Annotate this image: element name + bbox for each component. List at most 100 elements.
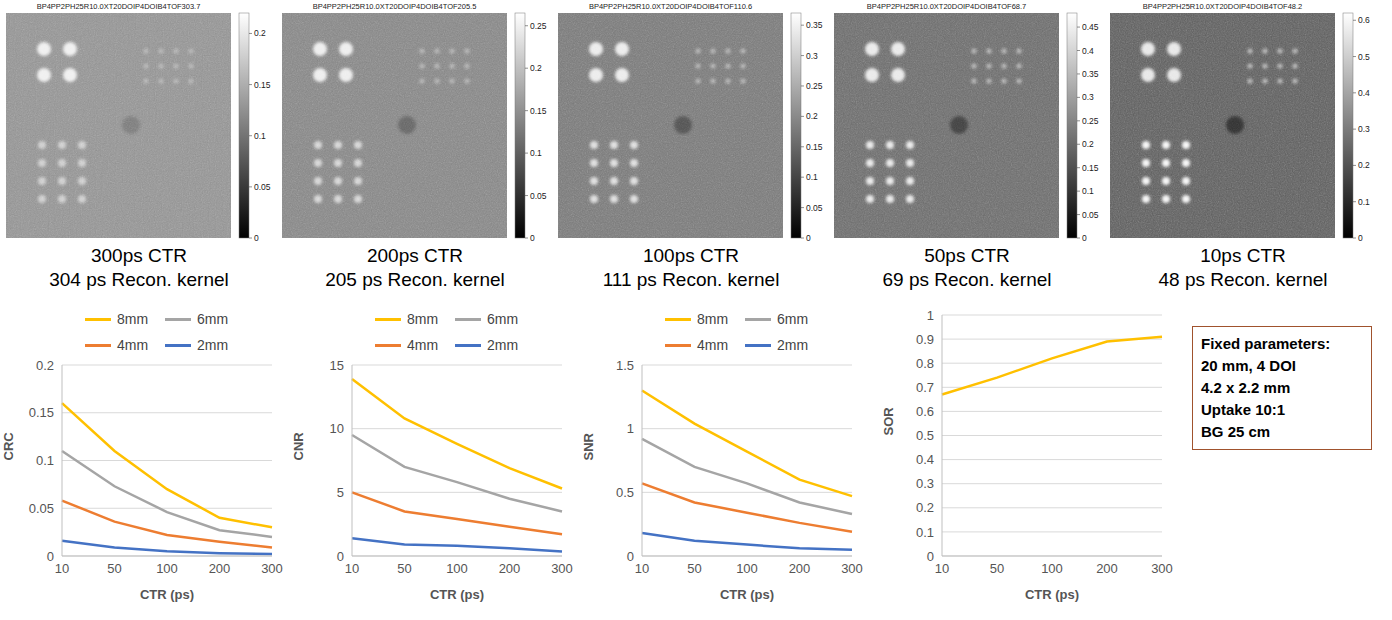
svg-text:0.35: 0.35 — [806, 20, 823, 30]
svg-text:0: 0 — [337, 549, 344, 564]
svg-text:10: 10 — [635, 561, 649, 576]
svg-text:200: 200 — [209, 561, 231, 576]
svg-text:CTR (ps): CTR (ps) — [1025, 587, 1079, 602]
svg-text:0.3: 0.3 — [916, 476, 934, 491]
svg-text:1: 1 — [927, 308, 934, 323]
svg-text:0.4: 0.4 — [916, 452, 934, 467]
svg-text:0.35: 0.35 — [1082, 69, 1099, 79]
html-text:205 ps Recon. kernel: 205 ps Recon. kernel — [325, 269, 505, 290]
svg-text:200: 200 — [499, 561, 521, 576]
svg-text:0: 0 — [530, 233, 535, 242]
svg-text:0.7: 0.7 — [916, 380, 934, 395]
svg-text:0.9: 0.9 — [916, 332, 934, 347]
svg-text:10: 10 — [935, 561, 949, 576]
svg-text:0.5: 0.5 — [616, 485, 634, 500]
svg-text:0.1: 0.1 — [806, 172, 818, 182]
html-text:111 ps Recon. kernel: 111 ps Recon. kernel — [602, 269, 780, 290]
svg-text:0.15: 0.15 — [254, 80, 271, 90]
svg-text:100: 100 — [1041, 561, 1063, 576]
svg-text:200: 200 — [789, 561, 811, 576]
svg-text:0.15: 0.15 — [1082, 163, 1099, 173]
svg-text:0.25: 0.25 — [806, 81, 823, 91]
svg-text:0.2: 0.2 — [806, 111, 818, 121]
svg-text:50: 50 — [397, 561, 411, 576]
svg-text:BP4PP2PH25R10.0XT20DOIP4DOIB4T: BP4PP2PH25R10.0XT20DOIP4DOIB4TOF68.7 — [867, 2, 1027, 11]
svg-text:0.05: 0.05 — [530, 191, 547, 201]
html-text:50ps CTR: 50ps CTR — [924, 245, 1010, 266]
svg-text:SOR: SOR — [881, 407, 896, 436]
svg-text:0.15: 0.15 — [29, 405, 54, 420]
svg-text:300: 300 — [841, 561, 863, 576]
html-text:100ps CTR: 100ps CTR — [642, 245, 739, 266]
svg-text:CTR (ps): CTR (ps) — [140, 587, 194, 602]
svg-text:0.1: 0.1 — [1358, 197, 1370, 207]
svg-text:0.1: 0.1 — [36, 453, 54, 468]
svg-text:0: 0 — [254, 233, 259, 242]
svg-text:0.2: 0.2 — [530, 63, 542, 73]
svg-text:100: 100 — [156, 561, 178, 576]
svg-text:0: 0 — [1358, 233, 1363, 242]
svg-text:CTR (ps): CTR (ps) — [430, 587, 484, 602]
svg-text:0.6: 0.6 — [1358, 15, 1370, 25]
svg-text:15: 15 — [330, 358, 344, 373]
svg-text:300: 300 — [1151, 561, 1173, 576]
svg-text:0.25: 0.25 — [1082, 116, 1099, 126]
svg-text:BP4PP2PH25R10.0XT20DOIP4DOIB4T: BP4PP2PH25R10.0XT20DOIP4DOIB4TOF303.7 — [37, 2, 201, 11]
svg-text:50: 50 — [107, 561, 121, 576]
svg-text:0: 0 — [806, 233, 811, 242]
svg-text:BP4PP2PH25R10.0XT20DOIP4DOIB4T: BP4PP2PH25R10.0XT20DOIP4DOIB4TOF48.2 — [1143, 2, 1303, 11]
svg-text:10: 10 — [55, 561, 69, 576]
svg-text:100: 100 — [736, 561, 758, 576]
svg-text:CTR (ps): CTR (ps) — [720, 587, 774, 602]
svg-text:0.3: 0.3 — [1082, 92, 1094, 102]
svg-text:0.1: 0.1 — [530, 148, 542, 158]
svg-text:10: 10 — [345, 561, 359, 576]
svg-text:0.1: 0.1 — [254, 131, 266, 141]
svg-text:0: 0 — [627, 549, 634, 564]
svg-text:50: 50 — [990, 561, 1004, 576]
svg-text:0.8: 0.8 — [916, 356, 934, 371]
html-text:200ps CTR: 200ps CTR — [366, 245, 463, 266]
svg-text:0.05: 0.05 — [806, 203, 823, 213]
svg-text:0.4: 0.4 — [1082, 46, 1094, 56]
svg-text:0: 0 — [927, 549, 934, 564]
svg-text:300: 300 — [261, 561, 283, 576]
svg-text:CRC: CRC — [1, 432, 16, 461]
svg-text:0.6: 0.6 — [916, 404, 934, 419]
svg-text:0.15: 0.15 — [806, 142, 823, 152]
svg-text:0.3: 0.3 — [806, 51, 818, 61]
svg-text:CNR: CNR — [291, 432, 306, 461]
svg-text:0.45: 0.45 — [1082, 22, 1099, 32]
svg-text:0: 0 — [1082, 233, 1087, 242]
html-text:304 ps Recon. kernel: 304 ps Recon. kernel — [49, 269, 229, 290]
svg-text:0.05: 0.05 — [1082, 210, 1099, 220]
svg-text:SNR: SNR — [581, 432, 596, 460]
svg-text:0.2: 0.2 — [1082, 139, 1094, 149]
svg-text:0.2: 0.2 — [916, 500, 934, 515]
svg-text:100: 100 — [446, 561, 468, 576]
svg-text:50: 50 — [687, 561, 701, 576]
svg-text:BP4PP2PH25R10.0XT20DOIP4DOIB4T: BP4PP2PH25R10.0XT20DOIP4DOIB4TOF110.6 — [589, 2, 752, 11]
svg-text:300: 300 — [551, 561, 573, 576]
svg-text:0.2: 0.2 — [254, 28, 266, 38]
svg-text:0.5: 0.5 — [916, 428, 934, 443]
html-text:300ps CTR: 300ps CTR — [90, 245, 187, 266]
svg-text:0.3: 0.3 — [1358, 124, 1370, 134]
svg-text:0.1: 0.1 — [1082, 186, 1094, 196]
svg-text:BP4PP2PH25R10.0XT20DOIP4DOIB4T: BP4PP2PH25R10.0XT20DOIP4DOIB4TOF205.5 — [313, 2, 477, 11]
svg-text:10: 10 — [330, 421, 344, 436]
svg-text:5: 5 — [337, 485, 344, 500]
svg-text:0.4: 0.4 — [1358, 88, 1370, 98]
svg-text:0.15: 0.15 — [530, 106, 547, 116]
svg-text:1: 1 — [627, 421, 634, 436]
svg-text:0.2: 0.2 — [36, 358, 54, 373]
svg-text:0.25: 0.25 — [530, 21, 547, 31]
svg-text:0.05: 0.05 — [29, 501, 54, 516]
svg-text:0.2: 0.2 — [1358, 160, 1370, 170]
svg-text:1.5: 1.5 — [616, 358, 634, 373]
svg-text:0.1: 0.1 — [916, 525, 934, 540]
svg-text:200: 200 — [1096, 561, 1118, 576]
svg-text:0.5: 0.5 — [1358, 52, 1370, 62]
svg-text:0.05: 0.05 — [254, 182, 271, 192]
svg-text:0: 0 — [47, 549, 54, 564]
